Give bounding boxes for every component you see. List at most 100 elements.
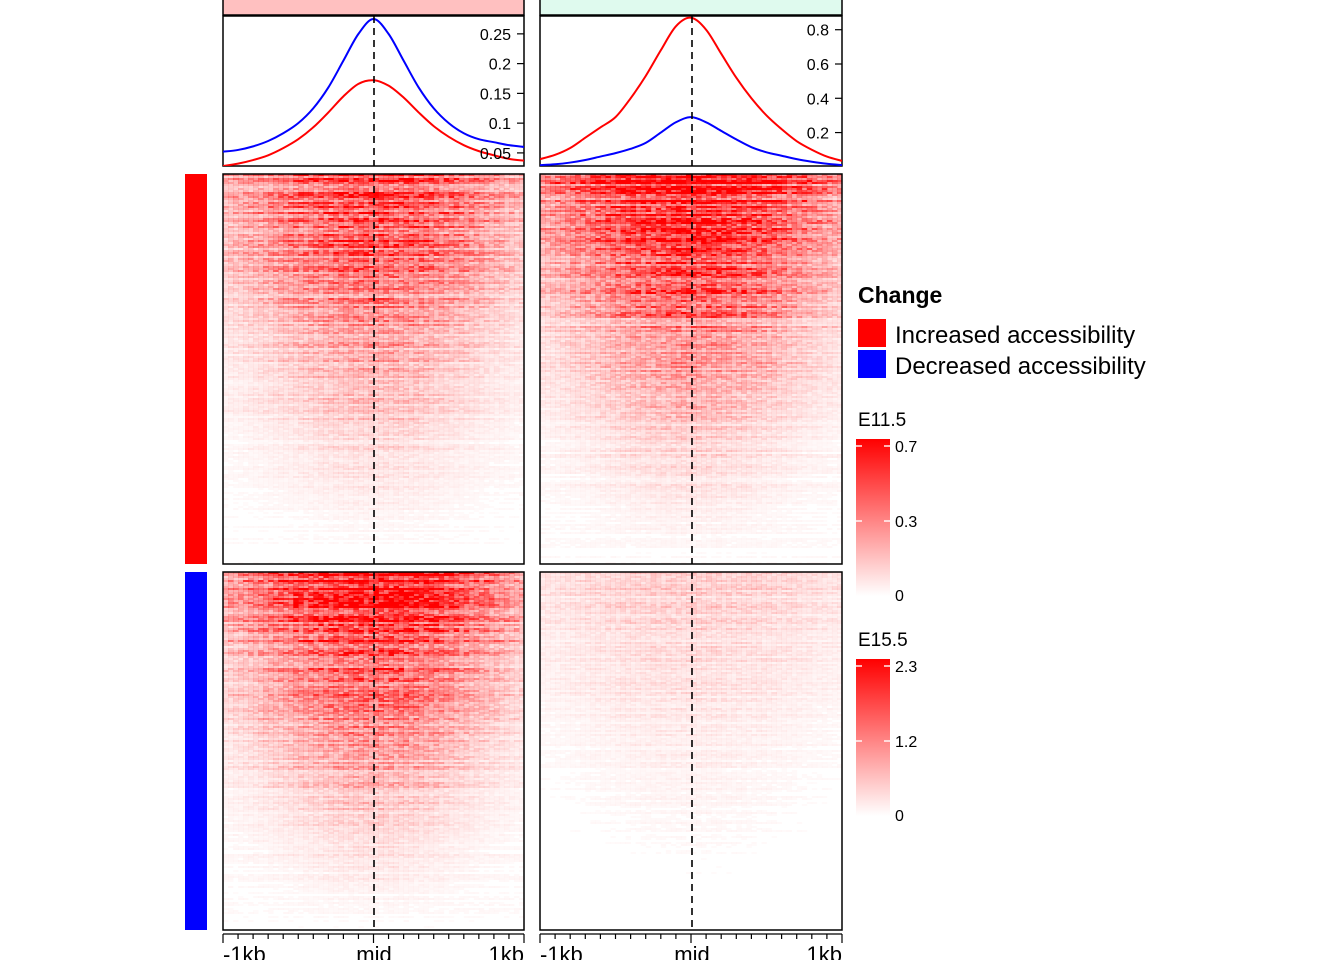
heatmap-left-top-cell [318, 264, 323, 266]
heatmap-left-top-cell [514, 248, 519, 250]
heatmap-left-top-cell [318, 328, 323, 330]
heatmap-left-top-cell [243, 304, 248, 306]
heatmap-left-top-cell [504, 236, 509, 238]
heatmap-left-top-cell [419, 244, 424, 246]
heatmap-left-top-cell [253, 226, 258, 228]
heatmap-left-top-cell [389, 304, 394, 306]
heatmap-left-top-cell [253, 188, 258, 190]
heatmap-left-top-cell [479, 258, 484, 260]
heatmap-left-top-cell [464, 336, 469, 338]
heatmap-left-top-cell [323, 266, 328, 268]
heatmap-left-top-cell [353, 318, 358, 320]
heatmap-left-top-cell [384, 194, 389, 196]
heatmap-left-top-cell [363, 214, 368, 216]
heatmap-left-top-cell [484, 176, 489, 178]
heatmap-left-top-cell [318, 214, 323, 216]
heatmap-left-top-cell [439, 326, 444, 328]
heatmap-left-top-cell [258, 214, 263, 216]
heatmap-left-top-cell [358, 270, 363, 272]
heatmap-left-top-cell [278, 320, 283, 322]
heatmap-left-top-cell [343, 258, 348, 260]
heatmap-left-top-cell [253, 242, 258, 244]
heatmap-left-top-cell [484, 236, 489, 238]
heatmap-left-top-cell [238, 318, 243, 320]
heatmap-left-top-cell [233, 320, 238, 322]
heatmap-left-top-cell [474, 204, 479, 206]
heatmap-left-top-cell [323, 256, 328, 258]
heatmap-left-top-cell [223, 188, 228, 190]
heatmap-left-top-cell [258, 188, 263, 190]
heatmap-left-top-cell [464, 200, 469, 202]
heatmap-left-top-cell [308, 226, 313, 228]
heatmap-left-top-cell [474, 208, 479, 210]
heatmap-left-top-cell [419, 180, 424, 182]
heatmap-left-top-cell [454, 210, 459, 212]
heatmap-left-top-cell [263, 264, 268, 266]
heatmap-left-top-cell [444, 206, 449, 208]
heatmap-left-top-cell [268, 208, 273, 210]
heatmap-left-top-cell [379, 280, 384, 282]
heatmap-left-top-cell [499, 316, 504, 318]
heatmap-left-top-cell [384, 186, 389, 188]
heatmap-left-top-cell [343, 314, 348, 316]
heatmap-left-top-cell [298, 194, 303, 196]
heatmap-left-top-cell [358, 240, 363, 242]
heatmap-left-top-cell [439, 208, 444, 210]
heatmap-left-top-cell [439, 220, 444, 222]
heatmap-left-top-cell [484, 322, 489, 324]
heatmap-left-top-cell [454, 326, 459, 328]
heatmap-left-top-cell [479, 328, 484, 330]
heatmap-left-top-cell [338, 252, 343, 254]
heatmap-left-top-cell [348, 190, 353, 192]
heatmap-left-top-cell [504, 332, 509, 334]
heatmap-left-top-cell [338, 280, 343, 282]
heatmap-left-top-cell [338, 240, 343, 242]
heatmap-left-top-cell [243, 272, 248, 274]
heatmap-left-top-cell [384, 226, 389, 228]
heatmap-left-top-cell [404, 254, 409, 256]
heatmap-left-top-cell [454, 190, 459, 192]
heatmap-left-top-cell [263, 210, 268, 212]
heatmap-left-top-cell [419, 276, 424, 278]
heatmap-left-top-cell [268, 280, 273, 282]
heatmap-left-top-cell [404, 268, 409, 270]
heatmap-left-top-cell [253, 214, 258, 216]
heatmap-left-top-cell [303, 262, 308, 264]
heatmap-left-top-cell [348, 322, 353, 324]
heatmap-left-top-cell [504, 296, 509, 298]
heatmap-left-top-cell [223, 286, 228, 288]
heatmap-left-top-cell [484, 242, 489, 244]
heatmap-left-top-cell [238, 330, 243, 332]
heatmap-left-top-cell [449, 224, 454, 226]
heatmap-left-top-cell [223, 318, 228, 320]
heatmap-left-top-cell [233, 258, 238, 260]
heatmap-left-top-cell [293, 298, 298, 300]
heatmap-left-top-cell [288, 314, 293, 316]
heatmap-left-top-cell [228, 198, 233, 200]
heatmap-left-top-cell [509, 192, 514, 194]
heatmap-left-top-cell [303, 272, 308, 274]
heatmap-left-top-cell [464, 326, 469, 328]
heatmap-left-top-cell [228, 180, 233, 182]
heatmap-left-top-cell [318, 314, 323, 316]
heatmap-left-top-cell [494, 222, 499, 224]
heatmap-left-top-cell [409, 304, 414, 306]
heatmap-left-top-cell [439, 222, 444, 224]
heatmap-left-top-cell [474, 282, 479, 284]
heatmap-left-top-cell [499, 284, 504, 286]
heatmap-left-top-cell [248, 186, 253, 188]
heatmap-left-top-cell [504, 262, 509, 264]
heatmap-left-top-cell [449, 240, 454, 242]
heatmap-left-top-cell [474, 198, 479, 200]
heatmap-left-top-cell [318, 220, 323, 222]
heatmap-left-top-cell [444, 324, 449, 326]
heatmap-left-top-cell [504, 280, 509, 282]
heatmap-left-top-cell [484, 328, 489, 330]
heatmap-left-top-cell [223, 252, 228, 254]
heatmap-left-top-cell [308, 234, 313, 236]
heatmap-left-top-cell [353, 244, 358, 246]
heatmap-left-top-cell [358, 228, 363, 230]
heatmap-left-top-cell [323, 214, 328, 216]
heatmap-left-top-cell [248, 256, 253, 258]
heatmap-left-top-cell [338, 178, 343, 180]
